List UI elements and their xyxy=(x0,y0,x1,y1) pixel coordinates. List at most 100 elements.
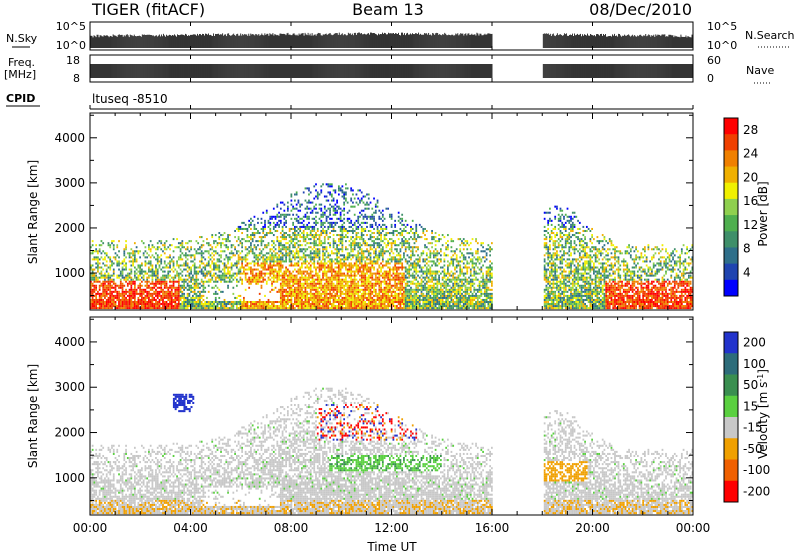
power-cell xyxy=(343,208,345,210)
power-cell xyxy=(97,264,99,266)
power-cell xyxy=(299,271,301,273)
power-cell xyxy=(317,293,319,295)
power-cell xyxy=(280,220,282,222)
power-cell xyxy=(252,220,254,222)
power-cell xyxy=(218,236,220,238)
power-cell xyxy=(232,293,234,295)
power-cell xyxy=(329,297,331,299)
power-cell xyxy=(305,254,307,256)
power-cell xyxy=(162,295,164,297)
power-cell xyxy=(310,291,312,293)
power-cell xyxy=(345,264,347,266)
power-cell xyxy=(150,269,152,271)
power-cell xyxy=(319,250,321,252)
power-cell xyxy=(229,252,231,254)
power-cell xyxy=(292,256,294,258)
power-cell xyxy=(262,281,264,283)
power-cell xyxy=(254,224,256,226)
power-cell xyxy=(349,254,351,256)
power-cell xyxy=(264,244,266,246)
power-cell xyxy=(290,252,292,254)
power-cell xyxy=(176,273,178,275)
power-cell xyxy=(313,228,315,230)
power-cell xyxy=(327,242,329,244)
power-cell xyxy=(359,236,361,238)
power-cell xyxy=(108,307,110,309)
power-cell xyxy=(269,258,271,260)
power-cell xyxy=(310,271,312,273)
power-cell xyxy=(292,275,294,277)
power-cell xyxy=(298,222,300,224)
power-cell xyxy=(305,187,307,189)
power-cell xyxy=(148,297,150,299)
power-cell xyxy=(252,303,254,305)
power-cell xyxy=(125,301,127,303)
power-cell xyxy=(363,275,365,277)
power-cell xyxy=(283,214,285,216)
power-cell xyxy=(331,226,333,228)
power-cell xyxy=(187,289,189,291)
power-cell xyxy=(352,254,354,256)
power-cell xyxy=(310,275,312,277)
power-cell xyxy=(185,287,187,289)
power-cell xyxy=(95,297,97,299)
power-cell xyxy=(136,250,138,252)
power-cell xyxy=(359,266,361,268)
power-cell xyxy=(359,275,361,277)
power-cell xyxy=(342,287,344,289)
power-cell xyxy=(361,297,363,299)
power-cell xyxy=(363,242,365,244)
power-cell xyxy=(356,262,358,264)
power-cell xyxy=(326,291,328,293)
power-cell xyxy=(118,256,120,258)
power-cell xyxy=(310,252,312,254)
power-cell xyxy=(357,269,359,271)
power-cell xyxy=(296,295,298,297)
power-cell xyxy=(167,291,169,293)
power-cell xyxy=(336,279,338,281)
power-cell xyxy=(143,299,145,301)
power-cell xyxy=(269,250,271,252)
power-cell xyxy=(285,214,287,216)
power-cell xyxy=(153,299,155,301)
power-cell xyxy=(327,293,329,295)
power-cell xyxy=(334,277,336,279)
power-cell xyxy=(180,279,182,281)
power-cell xyxy=(248,266,250,268)
power-cell xyxy=(273,289,275,291)
power-cell xyxy=(241,222,243,224)
power-cell xyxy=(197,299,199,301)
power-cell xyxy=(92,305,94,307)
power-cell xyxy=(273,258,275,260)
power-cell xyxy=(303,234,305,236)
power-cell xyxy=(101,301,103,303)
power-cell xyxy=(338,189,340,191)
power-cell xyxy=(331,200,333,202)
power-cell xyxy=(157,303,159,305)
power-cell xyxy=(287,254,289,256)
power-cell xyxy=(347,187,349,189)
power-cell xyxy=(356,236,358,238)
power-cell xyxy=(326,232,328,234)
power-cell xyxy=(327,256,329,258)
power-cell xyxy=(171,244,173,246)
power-cell xyxy=(359,200,361,202)
power-cell xyxy=(271,264,273,266)
power-cell xyxy=(95,305,97,307)
power-cell xyxy=(303,232,305,234)
power-cell xyxy=(340,287,342,289)
power-cell xyxy=(289,275,291,277)
power-cell xyxy=(347,307,349,309)
power-cell xyxy=(181,271,183,273)
power-cell xyxy=(350,281,352,283)
power-cell xyxy=(247,230,249,232)
power-cell xyxy=(187,305,189,307)
power-cell xyxy=(310,260,312,262)
power-cell xyxy=(305,295,307,297)
power-cell xyxy=(347,283,349,285)
power-cell xyxy=(315,297,317,299)
power-cell xyxy=(349,230,351,232)
power-cell xyxy=(134,305,136,307)
power-cell xyxy=(180,264,182,266)
power-cell xyxy=(224,305,226,307)
